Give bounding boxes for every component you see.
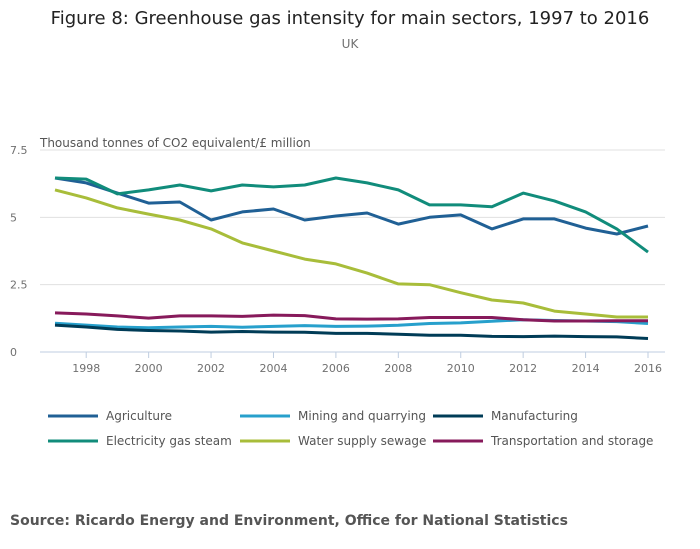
legend-label: Agriculture bbox=[106, 409, 172, 423]
legend-label: Water supply sewage bbox=[298, 434, 426, 448]
y-tick-label: 0 bbox=[10, 346, 17, 359]
chart-subtitle: UK bbox=[341, 37, 359, 51]
series-line-transportation-and-storage bbox=[54, 311, 648, 323]
source-note: Source: Ricardo Energy and Environment, … bbox=[10, 513, 568, 529]
chart-title: Figure 8: Greenhouse gas intensity for m… bbox=[50, 8, 650, 29]
x-tick-label: 2016 bbox=[634, 362, 662, 375]
x-tick-label: 2014 bbox=[572, 362, 600, 375]
y-axis-label: Thousand tonnes of CO2 equivalent/£ mill… bbox=[40, 136, 311, 150]
x-tick-label: 2008 bbox=[384, 362, 412, 375]
series-line-manufacturing bbox=[54, 323, 649, 340]
x-tick-label: 2010 bbox=[447, 362, 475, 375]
x-tick-label: 2012 bbox=[509, 362, 537, 375]
x-tick-label: 2002 bbox=[197, 362, 225, 375]
x-tick-label: 2006 bbox=[322, 362, 350, 375]
y-tick-label: 5 bbox=[10, 211, 17, 224]
series-line-water-supply-sewage bbox=[54, 188, 648, 319]
y-tick-label: 7.5 bbox=[10, 144, 28, 157]
x-tick-label: 1998 bbox=[72, 362, 100, 375]
x-tick-label: 2004 bbox=[259, 362, 287, 375]
legend-label: Transportation and storage bbox=[490, 434, 653, 448]
legend-label: Electricity gas steam bbox=[106, 434, 232, 448]
legend-label: Mining and quarrying bbox=[298, 409, 426, 423]
series-line-agriculture bbox=[54, 176, 649, 236]
series-line-electricity-gas-steam bbox=[54, 176, 649, 254]
y-tick-label: 2.5 bbox=[10, 279, 28, 292]
x-tick-label: 2000 bbox=[135, 362, 163, 375]
legend-label: Manufacturing bbox=[491, 409, 578, 423]
